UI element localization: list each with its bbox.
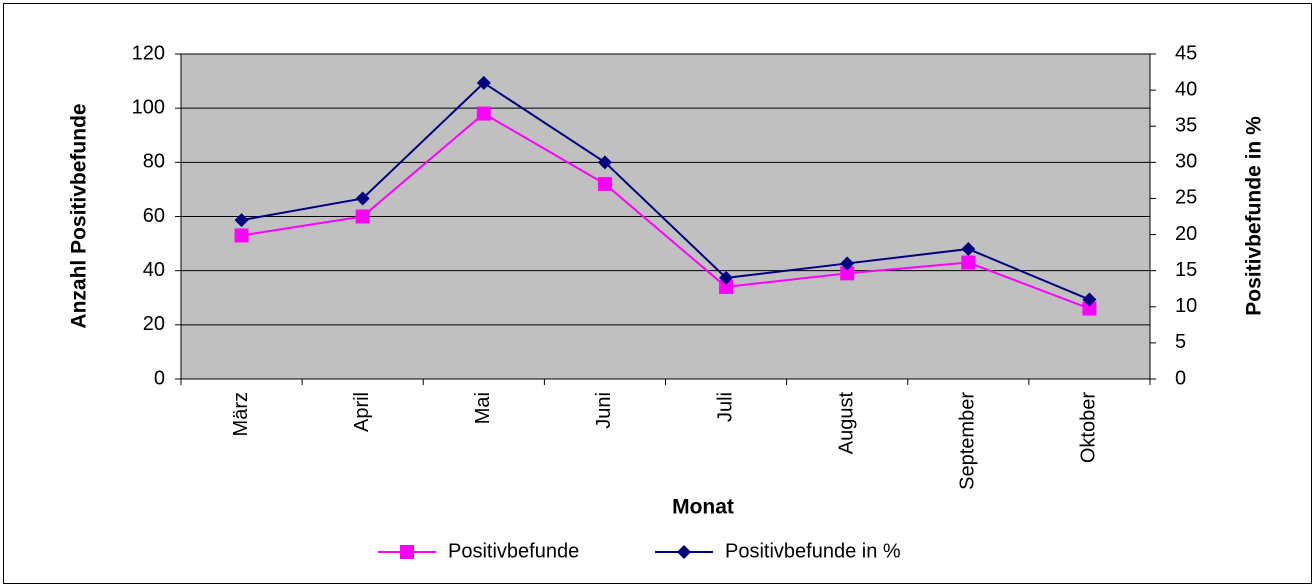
data-point	[961, 242, 976, 256]
legend-label: Positivbefunde	[448, 540, 579, 562]
series-line	[241, 112, 1090, 310]
legend-marker	[677, 545, 691, 559]
data-point	[355, 209, 370, 224]
y-axis-title: Anzahl Positivbefunde	[68, 103, 91, 328]
y-tick-label: 60	[143, 205, 165, 227]
data-point	[234, 213, 249, 228]
data-point	[1082, 292, 1097, 307]
y-tick-label: 100	[132, 96, 165, 118]
data-point	[476, 106, 491, 121]
data-point	[1082, 301, 1097, 316]
data-point	[355, 191, 370, 206]
x-tick-label: April	[351, 392, 373, 432]
x-tick-label: März	[230, 392, 252, 436]
y2-tick-label: 40	[1175, 78, 1197, 100]
legend-marker	[400, 545, 414, 559]
y-tick-label: 20	[143, 313, 165, 335]
x-tick-label: Mai	[472, 392, 494, 424]
y2-tick-label: 20	[1175, 223, 1197, 245]
x-tick-label: August	[835, 392, 857, 455]
series-line	[241, 81, 1090, 301]
y-tick-label: 120	[132, 42, 165, 64]
x-tick-label: Juli	[714, 392, 736, 422]
data-point	[597, 155, 612, 170]
data-point	[597, 177, 612, 191]
y-tick-label: 0	[154, 367, 165, 389]
data-point	[719, 279, 734, 294]
y-tick-label: 40	[143, 259, 165, 281]
y2-axis-title: Positivbefunde in %	[1243, 116, 1266, 316]
x-tick-label: Oktober	[1078, 392, 1100, 463]
y2-tick-label: 30	[1175, 151, 1197, 173]
y2-tick-label: 45	[1175, 42, 1197, 64]
x-tick-label: Juni	[593, 392, 615, 429]
y2-tick-label: 0	[1175, 367, 1186, 389]
y2-tick-label: 35	[1175, 115, 1197, 137]
data-point	[719, 270, 734, 285]
y2-tick-label: 15	[1175, 259, 1197, 281]
y2-tick-label: 10	[1175, 295, 1197, 317]
y2-tick-label: 5	[1175, 331, 1186, 353]
y-tick-label: 80	[143, 151, 165, 173]
x-axis-title: Monat	[672, 496, 734, 519]
data-point	[840, 256, 855, 271]
data-point	[234, 228, 249, 243]
legend-label: Positivbefunde in %	[725, 540, 901, 562]
x-tick-label: September	[957, 392, 979, 490]
y2-tick-label: 25	[1175, 187, 1197, 209]
data-point	[961, 255, 976, 270]
data-point	[476, 75, 491, 90]
data-point	[840, 266, 855, 281]
